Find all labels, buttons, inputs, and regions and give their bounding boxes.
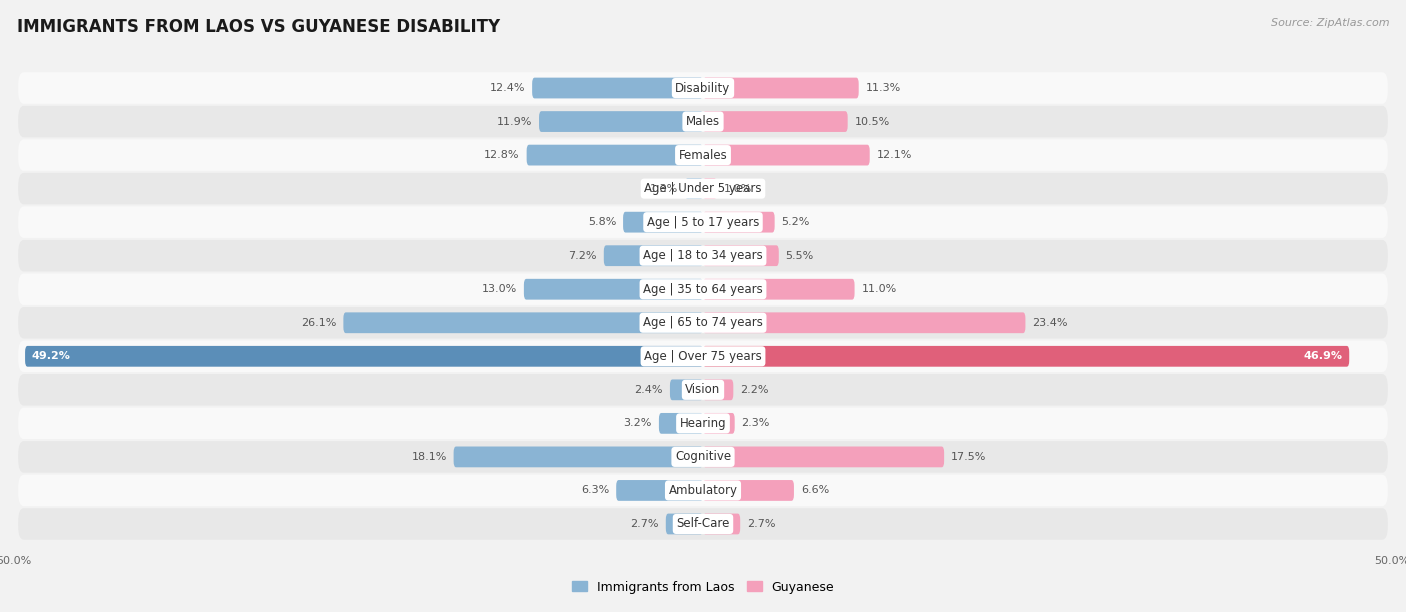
- FancyBboxPatch shape: [603, 245, 703, 266]
- FancyBboxPatch shape: [703, 212, 775, 233]
- FancyBboxPatch shape: [703, 245, 779, 266]
- Text: 11.3%: 11.3%: [866, 83, 901, 93]
- FancyBboxPatch shape: [18, 441, 1388, 472]
- FancyBboxPatch shape: [703, 480, 794, 501]
- Text: 1.3%: 1.3%: [650, 184, 678, 193]
- Text: 5.2%: 5.2%: [782, 217, 810, 227]
- FancyBboxPatch shape: [703, 144, 870, 165]
- Text: Cognitive: Cognitive: [675, 450, 731, 463]
- Text: 12.4%: 12.4%: [489, 83, 526, 93]
- FancyBboxPatch shape: [524, 279, 703, 300]
- Text: Ambulatory: Ambulatory: [668, 484, 738, 497]
- Text: Age | 65 to 74 years: Age | 65 to 74 years: [643, 316, 763, 329]
- Text: Hearing: Hearing: [679, 417, 727, 430]
- Text: Age | 35 to 64 years: Age | 35 to 64 years: [643, 283, 763, 296]
- FancyBboxPatch shape: [18, 374, 1388, 406]
- FancyBboxPatch shape: [703, 111, 848, 132]
- Text: Age | Over 75 years: Age | Over 75 years: [644, 350, 762, 363]
- Text: 2.7%: 2.7%: [630, 519, 659, 529]
- Text: 26.1%: 26.1%: [301, 318, 336, 328]
- FancyBboxPatch shape: [703, 279, 855, 300]
- FancyBboxPatch shape: [18, 274, 1388, 305]
- Text: Vision: Vision: [685, 383, 721, 397]
- Text: 7.2%: 7.2%: [568, 251, 598, 261]
- Text: 13.0%: 13.0%: [482, 284, 517, 294]
- Text: Age | 18 to 34 years: Age | 18 to 34 years: [643, 249, 763, 262]
- FancyBboxPatch shape: [18, 240, 1388, 272]
- Text: 23.4%: 23.4%: [1032, 318, 1067, 328]
- FancyBboxPatch shape: [703, 78, 859, 99]
- FancyBboxPatch shape: [669, 379, 703, 400]
- Text: 10.5%: 10.5%: [855, 116, 890, 127]
- FancyBboxPatch shape: [18, 508, 1388, 540]
- FancyBboxPatch shape: [531, 78, 703, 99]
- Text: Age | Under 5 years: Age | Under 5 years: [644, 182, 762, 195]
- FancyBboxPatch shape: [703, 413, 735, 434]
- FancyBboxPatch shape: [616, 480, 703, 501]
- Legend: Immigrants from Laos, Guyanese: Immigrants from Laos, Guyanese: [572, 581, 834, 594]
- Text: 18.1%: 18.1%: [412, 452, 447, 462]
- FancyBboxPatch shape: [18, 140, 1388, 171]
- Text: 11.9%: 11.9%: [496, 116, 531, 127]
- Text: 12.8%: 12.8%: [484, 150, 520, 160]
- FancyBboxPatch shape: [703, 346, 1350, 367]
- FancyBboxPatch shape: [18, 106, 1388, 137]
- FancyBboxPatch shape: [18, 206, 1388, 238]
- FancyBboxPatch shape: [454, 447, 703, 468]
- FancyBboxPatch shape: [18, 475, 1388, 506]
- Text: Self-Care: Self-Care: [676, 518, 730, 531]
- FancyBboxPatch shape: [703, 178, 717, 199]
- FancyBboxPatch shape: [685, 178, 703, 199]
- FancyBboxPatch shape: [623, 212, 703, 233]
- Text: 5.5%: 5.5%: [786, 251, 814, 261]
- Text: Females: Females: [679, 149, 727, 162]
- FancyBboxPatch shape: [18, 307, 1388, 338]
- Text: 2.2%: 2.2%: [740, 385, 769, 395]
- FancyBboxPatch shape: [18, 340, 1388, 372]
- FancyBboxPatch shape: [18, 72, 1388, 104]
- Text: IMMIGRANTS FROM LAOS VS GUYANESE DISABILITY: IMMIGRANTS FROM LAOS VS GUYANESE DISABIL…: [17, 18, 501, 36]
- Text: 46.9%: 46.9%: [1303, 351, 1343, 361]
- Text: 6.3%: 6.3%: [581, 485, 609, 496]
- Text: 6.6%: 6.6%: [801, 485, 830, 496]
- Text: Disability: Disability: [675, 81, 731, 94]
- FancyBboxPatch shape: [527, 144, 703, 165]
- Text: 2.7%: 2.7%: [747, 519, 776, 529]
- FancyBboxPatch shape: [343, 312, 703, 333]
- FancyBboxPatch shape: [18, 173, 1388, 204]
- FancyBboxPatch shape: [703, 379, 734, 400]
- FancyBboxPatch shape: [659, 413, 703, 434]
- Text: 1.0%: 1.0%: [724, 184, 752, 193]
- FancyBboxPatch shape: [703, 513, 740, 534]
- FancyBboxPatch shape: [18, 408, 1388, 439]
- FancyBboxPatch shape: [538, 111, 703, 132]
- Text: 49.2%: 49.2%: [32, 351, 70, 361]
- Text: 17.5%: 17.5%: [950, 452, 987, 462]
- Text: Age | 5 to 17 years: Age | 5 to 17 years: [647, 215, 759, 229]
- Text: 2.3%: 2.3%: [741, 419, 770, 428]
- Text: Source: ZipAtlas.com: Source: ZipAtlas.com: [1271, 18, 1389, 28]
- Text: 5.8%: 5.8%: [588, 217, 616, 227]
- Text: 2.4%: 2.4%: [634, 385, 664, 395]
- FancyBboxPatch shape: [703, 447, 945, 468]
- FancyBboxPatch shape: [666, 513, 703, 534]
- Text: 3.2%: 3.2%: [624, 419, 652, 428]
- Text: Males: Males: [686, 115, 720, 128]
- Text: 11.0%: 11.0%: [862, 284, 897, 294]
- FancyBboxPatch shape: [703, 312, 1025, 333]
- Text: 12.1%: 12.1%: [876, 150, 912, 160]
- FancyBboxPatch shape: [25, 346, 703, 367]
